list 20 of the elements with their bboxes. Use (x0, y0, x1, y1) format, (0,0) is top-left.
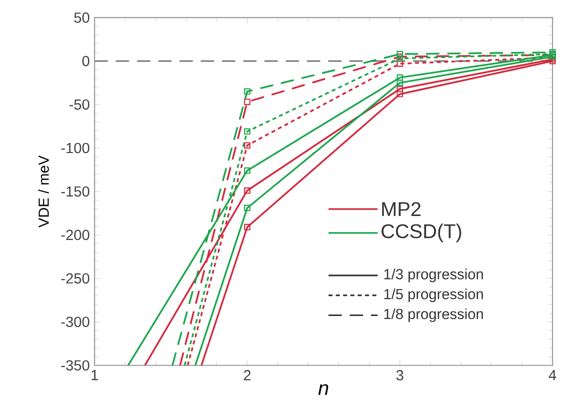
x-tick-label: 3 (396, 370, 404, 380)
x-axis-title: n (318, 384, 328, 395)
annotation: 1/8 progression (384, 308, 483, 322)
y-tick-label: -350 (61, 360, 90, 370)
y-tick-label: -200 (61, 230, 90, 240)
y-tick-label: -150 (61, 186, 90, 197)
x-tick-label: 1 (92, 370, 98, 380)
x-tick-label: 4 (548, 370, 556, 380)
legend-label: MP2 (382, 202, 421, 216)
y-tick-label: -300 (61, 316, 90, 327)
legend-label: CCSD(T) (382, 224, 462, 242)
y-tick-label: -100 (61, 142, 90, 154)
y-axis-title: VDE / meV (38, 155, 49, 228)
y-tick-label: -250 (61, 273, 90, 284)
annotation: 1/5 progression (384, 288, 483, 302)
y-tick-label: 0 (82, 56, 90, 66)
annotation: 1/3 progression (384, 268, 483, 282)
y-tick-label: -50 (69, 99, 90, 110)
y-tick-label: 50 (74, 12, 90, 23)
x-tick-label: 2 (244, 370, 251, 380)
